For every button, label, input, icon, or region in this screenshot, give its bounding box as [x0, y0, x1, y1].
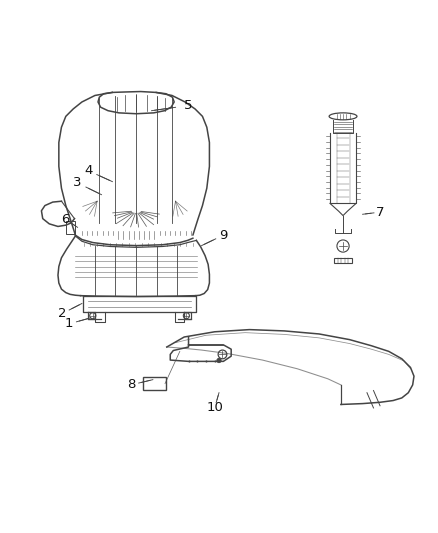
Text: 7: 7: [376, 206, 384, 219]
Text: 2: 2: [58, 307, 67, 320]
Text: 8: 8: [127, 378, 135, 391]
Text: 3: 3: [73, 176, 82, 189]
Text: 1: 1: [64, 318, 73, 330]
Text: 9: 9: [219, 229, 227, 241]
Circle shape: [217, 358, 221, 362]
Text: 5: 5: [184, 99, 193, 112]
Text: 4: 4: [84, 164, 92, 177]
Text: 10: 10: [206, 401, 223, 415]
Text: 6: 6: [62, 213, 70, 226]
